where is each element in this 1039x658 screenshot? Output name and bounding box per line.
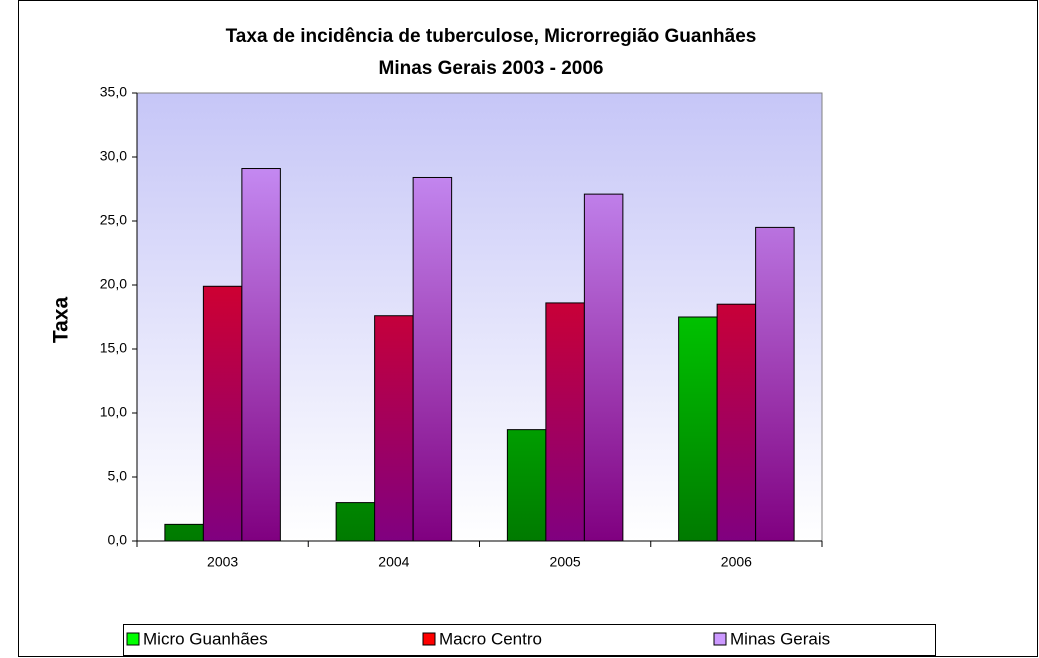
legend-label: Micro Guanhães — [143, 629, 268, 648]
x-tick-label: 2004 — [378, 554, 409, 570]
y-axis-title: Taxa — [50, 297, 73, 344]
bar — [164, 523, 204, 542]
y-tick-label: 10,0 — [100, 404, 127, 420]
bar — [335, 502, 376, 542]
x-tick-label: 2006 — [721, 554, 752, 570]
chart-title: Minas Gerais 2003 - 2006 — [379, 58, 604, 79]
legend-label: Minas Gerais — [730, 629, 830, 648]
bar — [678, 316, 718, 542]
bar — [545, 302, 585, 542]
y-tick-label: 35,0 — [100, 84, 127, 100]
y-tick-label: 25,0 — [100, 212, 127, 228]
bar — [583, 193, 624, 542]
y-tick-label: 0,0 — [108, 532, 128, 548]
legend-label: Macro Centro — [439, 629, 542, 648]
bar — [755, 226, 795, 542]
bar — [506, 429, 547, 542]
x-tick-label: 2003 — [207, 554, 238, 570]
legend — [123, 624, 936, 656]
bar — [412, 176, 453, 542]
legend-swatch — [126, 632, 140, 646]
legend-swatch — [713, 632, 727, 646]
x-tick-label: 2005 — [550, 554, 581, 570]
bar — [241, 168, 281, 542]
bar — [374, 315, 414, 542]
bar — [716, 303, 757, 542]
y-tick-label: 20,0 — [100, 276, 127, 292]
y-tick-label: 30,0 — [100, 148, 127, 164]
bar — [202, 285, 243, 542]
y-tick-label: 5,0 — [108, 468, 128, 484]
y-tick-label: 15,0 — [100, 340, 127, 356]
chart-title: Taxa de incidência de tuberculose, Micro… — [226, 26, 757, 47]
legend-swatch — [422, 632, 436, 646]
